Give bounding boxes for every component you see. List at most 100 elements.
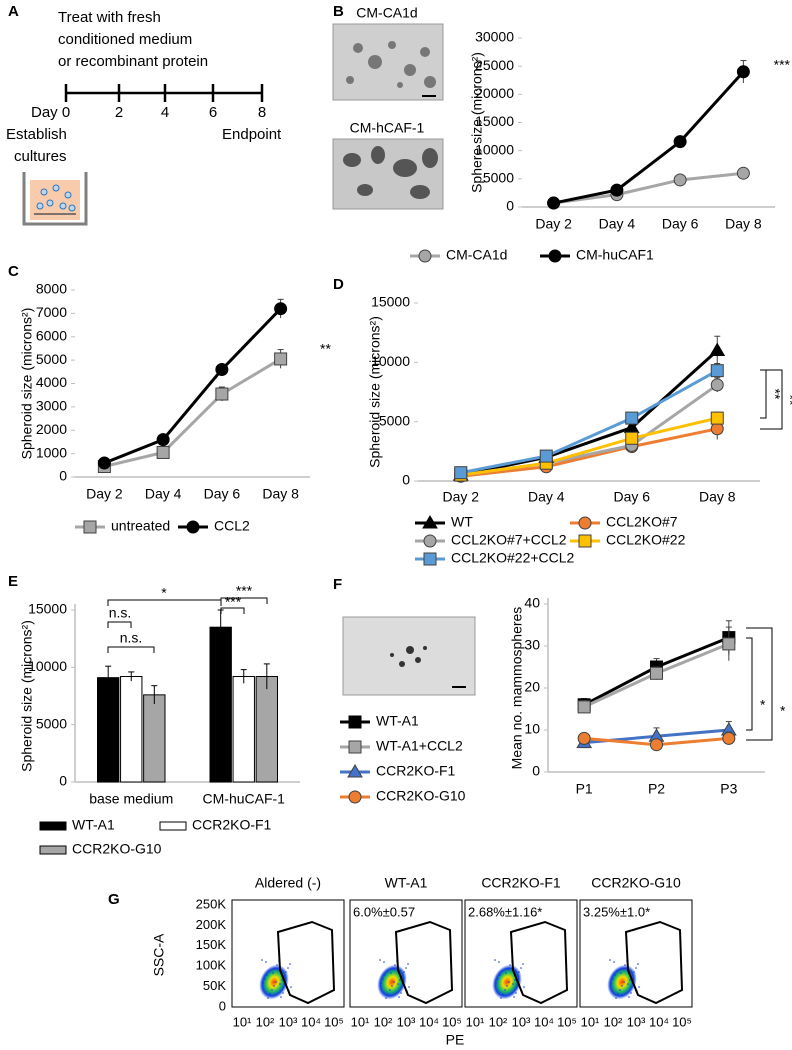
cell-dot [506,985,508,987]
cell-dot [637,963,639,965]
panel-label: F [333,576,342,593]
cell-dot [262,982,264,984]
y-axis-label: Sphere size (microns²) [469,52,485,193]
x-tick-label: 10⁵ [557,1014,577,1029]
y-tick-label: 20000 [475,85,514,101]
cell-dot [390,972,392,974]
data-point [610,183,624,197]
legend-label: CM-huCAF1 [576,247,654,263]
x-tick-label: Day 2 [442,489,479,505]
cell-dot [624,964,626,966]
culture-well [22,172,88,226]
y-tick-label: 2000 [36,421,67,437]
micrograph-spheres [390,646,427,667]
panel-label: E [8,573,18,590]
legend-swatch [159,821,187,831]
decoration [22,172,88,226]
y-tick-label: 1000 [36,444,67,460]
cell-dot [391,985,393,987]
cell-dot [280,996,282,998]
y-tick-label: 3000 [36,398,67,414]
cell-dot [512,983,514,985]
cell-dot [407,963,409,965]
cell-dot [520,967,522,969]
y-tick-label: 0 [402,472,410,488]
plot-title: WT-A1 [385,875,428,891]
cell-dot [261,959,263,961]
gate [624,920,684,1005]
cell-dot [398,996,400,998]
cell-dot [394,964,396,966]
decoration [406,646,414,654]
decoration [107,646,155,653]
legend-label: CCR2KO-F1 [376,763,456,779]
decoration [404,64,416,76]
cell-dot [509,964,511,966]
day-number: 8 [258,104,266,121]
legend-label: CCR2KO-G10 [72,841,162,857]
legend-label: CM-CA1d [446,247,507,263]
end-label: Endpoint [222,126,282,143]
cell-dot [385,997,387,999]
y-tick-label: 0 [59,773,67,789]
cell-dot [272,972,274,974]
annotation: n.s. [120,630,143,646]
x-tick-label: Day 2 [86,486,123,502]
cell-dot [274,968,276,970]
start-label: Establish [6,126,67,143]
decoration [388,41,396,49]
cell-dot [494,959,496,961]
x-axis-label: PE [446,1032,465,1048]
decoration [393,159,417,177]
significance-brackets [107,369,783,741]
y-tick-label: 250K [196,896,227,911]
decoration [399,661,405,667]
day-number: 0 [62,104,70,121]
legend-marker [422,515,438,529]
gate-stat: 3.25%±1.0* [583,904,650,919]
legend-label: CCL2KO#22 [606,532,686,548]
annotation: * [161,585,167,601]
timeline-ticks [64,84,264,102]
cell-dot [612,978,614,980]
cell-dot [400,992,402,994]
cell-dot [620,972,622,974]
annotation: *** [236,583,253,599]
cell-dot [408,986,410,988]
x-tick-label: base medium [89,791,173,807]
cell-dot [383,961,385,963]
x-tick-label: P1 [576,781,593,797]
x-tick-label: Day 6 [613,489,650,505]
legend-label: WT-A1 [72,817,115,833]
cell-dot [264,978,266,980]
data-point [673,135,687,149]
y-tick-label: 5000 [379,412,410,428]
cell-dot [282,992,284,994]
cell-dot [610,982,612,984]
annotation: ** [767,389,783,400]
y-tick-label: 15000 [28,601,67,617]
data-point [710,364,724,378]
x-tick-label: 10³ [397,1014,416,1029]
annotation: ** [320,341,331,357]
day-label: Day [31,104,58,121]
annotation: *** [774,57,791,73]
x-tick-label: Day 4 [599,216,636,232]
cell-population [259,964,289,1000]
decoration [68,204,76,212]
day-number: 6 [209,104,217,121]
cell-dot [275,981,277,983]
legend-label: CCL2KO#22+CCL2 [451,550,575,566]
cell-dot [389,989,391,991]
cell-dot [613,961,615,963]
cell-population [492,964,522,1000]
y-tick-label: 10 [524,721,540,737]
cell-dot [614,974,616,976]
cell-dot [382,978,384,980]
decoration [46,199,54,207]
decoration [36,184,76,212]
y-tick-label: 15000 [475,113,514,129]
cell-dot [615,997,617,999]
y-tick-label: 200K [196,917,227,932]
x-tick-label: 10⁵ [442,1014,462,1029]
